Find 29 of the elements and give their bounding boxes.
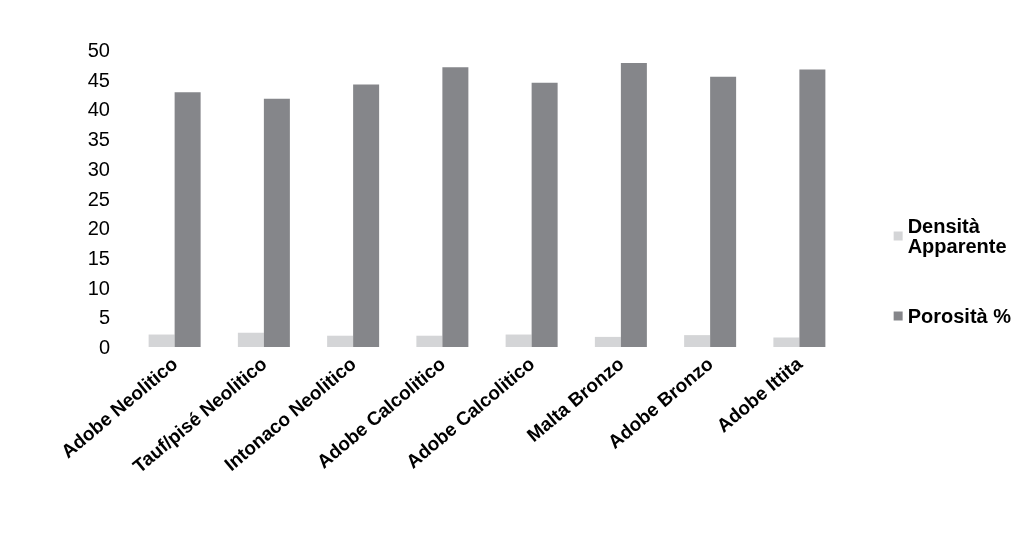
y-tick-label: 35 — [87, 128, 110, 151]
bar — [416, 335, 443, 347]
y-tick-label: 0 — [98, 336, 110, 358]
y-tick-label: 40 — [87, 98, 110, 121]
y-tick-label: 25 — [87, 187, 110, 210]
bar — [710, 76, 737, 347]
y-tick-label: 20 — [87, 217, 110, 240]
bar — [799, 69, 826, 347]
bar — [684, 335, 711, 347]
bar — [148, 334, 175, 347]
y-tick-label: 30 — [87, 157, 110, 180]
bar — [620, 63, 647, 347]
bar — [773, 337, 800, 347]
bar — [237, 332, 264, 347]
y-tick-label: 5 — [98, 306, 110, 329]
bar — [442, 67, 469, 347]
bar — [353, 84, 380, 347]
y-tick-label: 15 — [87, 246, 110, 269]
y-tick-label: 10 — [87, 276, 110, 299]
bar — [594, 336, 621, 347]
bar — [263, 98, 290, 347]
bar — [327, 335, 354, 347]
bar — [505, 334, 532, 347]
bar — [531, 82, 558, 347]
y-tick-label: 45 — [87, 68, 110, 91]
legend-label: Densità Apparente — [907, 215, 1007, 257]
y-tick-label: 50 — [87, 39, 110, 61]
legend-label: Porosità % — [907, 305, 1012, 327]
bar — [174, 92, 201, 347]
